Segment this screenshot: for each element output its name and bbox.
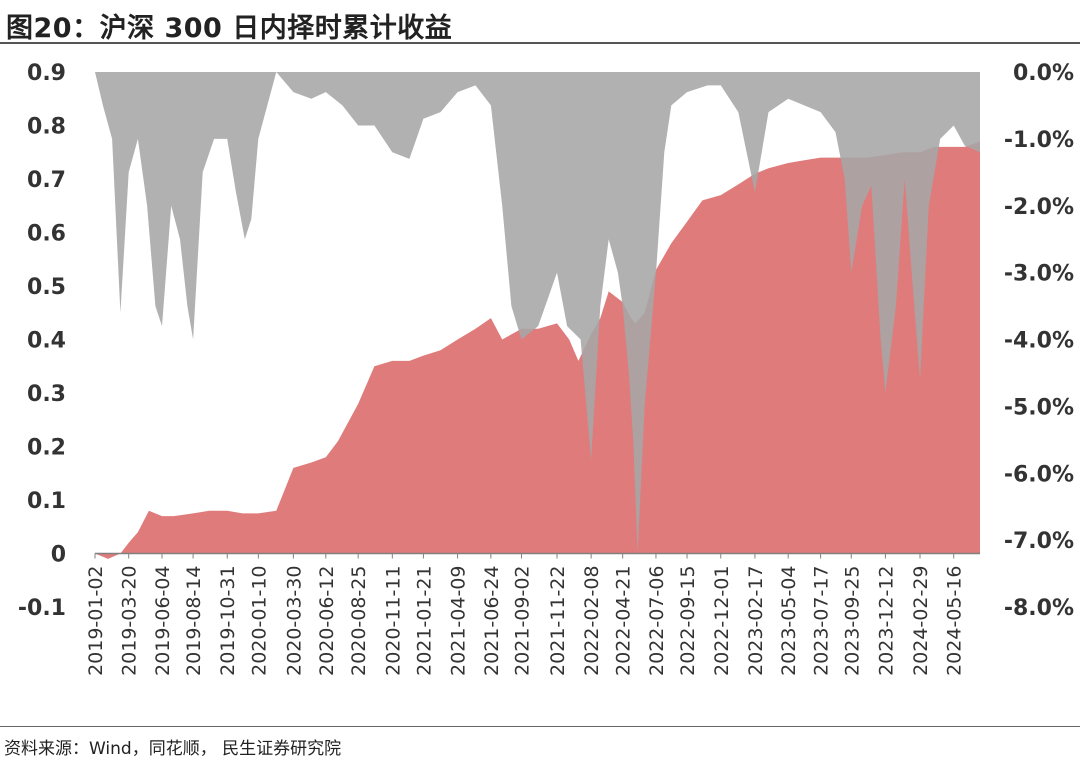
y-tick-label: -0.1: [18, 596, 66, 621]
x-tick-label: 2019-03-20: [119, 565, 141, 675]
axes: [94, 552, 980, 559]
x-tick-label: 2021-11-22: [547, 566, 569, 676]
source-divider: [0, 726, 1080, 727]
y2-tick-label: -7.0%: [1004, 529, 1074, 554]
x-tick-label: 2019-10-31: [217, 565, 239, 675]
y-tick-label: 0.5: [27, 275, 66, 300]
title-divider: [0, 42, 1080, 44]
x-tick-label: 2022-07-06: [646, 566, 668, 676]
x-tick-label: 2022-04-21: [613, 566, 635, 676]
x-tick-label: 2023-05-04: [778, 566, 800, 676]
x-tick-label: 2023-07-17: [811, 565, 833, 675]
x-tick-label: 2021-06-24: [481, 566, 503, 676]
x-tick-label: 2021-01-21: [413, 565, 435, 675]
x-tick-label: 2023-02-17: [745, 565, 767, 675]
y2-tick-label: -1.0%: [1004, 128, 1074, 153]
y-tick-label: 0.7: [27, 168, 66, 193]
y-tick-label: 0: [51, 543, 66, 568]
y2-tick-label: -6.0%: [1004, 462, 1074, 487]
x-tick-label: 2020-01-10: [248, 565, 270, 675]
drawdown-area: [95, 72, 980, 554]
source-note: 资料来源：Wind，同花顺， 民生证券研究院: [4, 739, 342, 759]
y-tick-label: 0.1: [27, 489, 66, 514]
x-tick-label: 2019-08-14: [183, 566, 205, 676]
x-tick-label: 2020-06-12: [316, 566, 338, 676]
x-tick-label: 2021-04-09: [448, 566, 470, 676]
cumulative-return-area: [95, 141, 980, 559]
x-tick-label: 2023-09-25: [841, 566, 863, 676]
y2-tick-label: -4.0%: [1004, 329, 1074, 354]
left-y-tick-labels: -0.1 0 0.1 0.2 0.3 0.4 0.5 0.6 0.7 0.8 0.9: [18, 61, 66, 621]
x-tick-label: 2022-09-15: [677, 565, 699, 675]
y2-tick-label: -3.0%: [1004, 262, 1074, 287]
x-tick-label: 2019-01-02: [85, 566, 107, 676]
y2-tick-label: 0.0%: [1013, 61, 1074, 86]
y-tick-label: 0.3: [27, 382, 66, 407]
y2-tick-label: -8.0%: [1004, 596, 1074, 621]
y-tick-label: 0.6: [27, 222, 66, 247]
y-tick-label: 0.4: [27, 329, 66, 354]
y-tick-label: 0.9: [27, 61, 66, 86]
x-tick-labels: 2019-01-02 2019-03-20 2019-06-04 2019-08-14…: [85, 565, 966, 676]
plot-areas: [95, 72, 980, 559]
x-tick-label: 2022-12-01: [711, 566, 733, 676]
x-tick-label: 2020-11-11: [382, 565, 404, 675]
y-tick-label: 0.8: [27, 115, 66, 140]
right-y-tick-labels: -8.0% -7.0% -6.0% -5.0% -4.0% -3.0% -2.0% -1.0%…: [1004, 61, 1074, 621]
chart: -0.1 0 0.1 0.2 0.3 0.4 0.5 0.6 0.7 0.8 0.9 -8.0% -7…: [18, 61, 1074, 676]
x-tick-label: 2024-02-29: [910, 565, 932, 675]
x-tick-label: 2020-08-25: [348, 566, 370, 676]
x-tick-label: 2019-06-04: [152, 566, 174, 676]
x-tick-label: 2023-12-12: [875, 565, 897, 675]
x-tick-label: 2022-02-08: [581, 565, 603, 675]
y2-tick-label: -5.0%: [1004, 395, 1074, 420]
x-tick-label: 2021-09-02: [512, 565, 534, 675]
x-tick-label: 2024-05-16: [944, 565, 966, 675]
y2-tick-label: -2.0%: [1004, 195, 1074, 220]
x-tick-label: 2020-03-30: [283, 566, 305, 676]
figure-title: 图20：沪深 300 日内择时累计收益: [6, 13, 453, 44]
y-tick-label: 0.2: [27, 436, 66, 461]
